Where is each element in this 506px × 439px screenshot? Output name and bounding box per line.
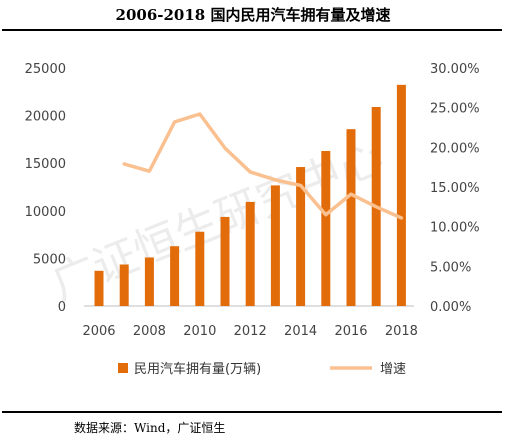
bar	[94, 270, 104, 306]
bottom-rule	[2, 411, 502, 413]
y-right-tick-label: 25.00%	[430, 102, 480, 117]
bar	[170, 246, 180, 306]
top-rule	[2, 29, 502, 31]
legend-bar-label: 民用汽车拥有量(万辆)	[134, 361, 261, 377]
x-tick-label: 2016	[334, 324, 367, 339]
x-tick-label: 2006	[82, 324, 115, 339]
x-tick-label: 2018	[385, 324, 418, 339]
bar	[270, 185, 280, 306]
y-right-tick-label: 5.00%	[430, 260, 471, 275]
bar	[321, 150, 331, 306]
y-right-tick-label: 15.00%	[430, 181, 480, 196]
x-tick-label: 2012	[234, 324, 267, 339]
legend-line-label: 增速	[380, 362, 406, 377]
y-right-tick-label: 30.00%	[430, 62, 480, 77]
y-right-tick-label: 0.00%	[430, 300, 471, 315]
bar	[195, 231, 205, 306]
bar	[396, 84, 406, 306]
source-note: 数据来源：Wind，广证恒生	[74, 421, 226, 435]
bar	[220, 216, 230, 306]
y-left-tick-label: 10000	[25, 205, 66, 220]
legend-bar-swatch	[118, 363, 128, 373]
bar	[119, 264, 129, 306]
x-tick-label: 2014	[284, 324, 317, 339]
chart-svg: 广证恒生研究中心 05000100001500020000250000.00%5…	[25, 62, 480, 377]
y-left-tick-label: 25000	[25, 62, 66, 77]
bar	[144, 257, 154, 306]
y-left-tick-label: 0	[58, 300, 66, 315]
x-tick-label: 2010	[183, 324, 216, 339]
x-tick-label: 2008	[133, 324, 166, 339]
y-left-tick-label: 5000	[33, 252, 66, 267]
chart-title: 2006-2018 国内民用汽车拥有量及增速	[115, 6, 391, 24]
bar	[346, 129, 356, 306]
y-left-tick-label: 20000	[25, 110, 66, 125]
y-left-tick-label: 15000	[25, 157, 66, 172]
bar	[296, 167, 306, 306]
y-right-tick-label: 10.00%	[430, 221, 480, 236]
y-right-tick-label: 20.00%	[430, 141, 480, 156]
bar	[245, 201, 255, 306]
growth-line	[122, 112, 404, 220]
